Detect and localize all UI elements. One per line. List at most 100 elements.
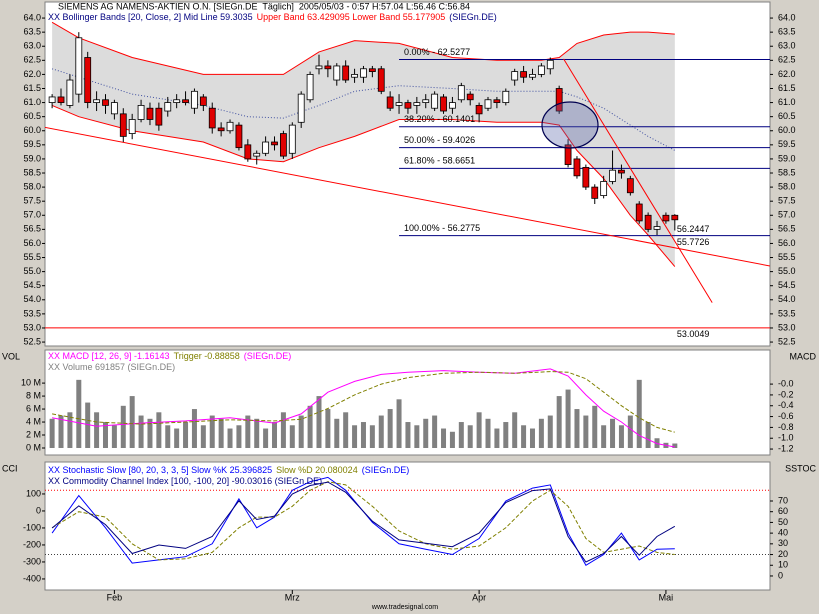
candle-body — [288, 124, 296, 154]
y-tick-label: -200 — [23, 539, 41, 549]
candle-body — [555, 88, 563, 112]
y2-tick-label: 57.5 — [778, 196, 796, 206]
volume-bar — [449, 431, 455, 448]
x-tick-label: Mai — [659, 592, 674, 602]
volume-bar — [538, 418, 544, 448]
candle-body — [84, 57, 92, 103]
candle-body — [546, 59, 554, 70]
volume-bar — [307, 405, 313, 448]
y-tick-label: 63.0 — [23, 41, 41, 51]
volume-bar — [458, 422, 464, 448]
y-tick-label: 100 — [26, 488, 41, 498]
y2-tick-label: 10 — [778, 560, 788, 570]
y2-tick-label: 70 — [778, 495, 788, 505]
candle-body — [600, 181, 608, 196]
volume-bar — [556, 396, 562, 448]
volume-bar — [272, 422, 278, 448]
footer: www.tradesignal.com — [371, 604, 438, 611]
volume-bar — [334, 418, 340, 448]
candle-body — [404, 102, 412, 109]
volume-bar — [601, 425, 607, 448]
volume-bar — [343, 412, 349, 448]
volume-bar — [156, 412, 162, 448]
candle-body — [591, 186, 599, 199]
candle-body — [57, 96, 65, 103]
candle-body — [564, 144, 572, 165]
volume-bar — [102, 422, 108, 448]
y-tick-label: 61.5 — [23, 83, 41, 93]
volume-bar — [49, 418, 55, 448]
volume-bar — [352, 425, 358, 448]
candle-body — [413, 102, 421, 106]
y2-tick-label: 63.0 — [778, 41, 796, 51]
series-line — [51, 481, 676, 563]
y-tick-label: 10 M — [21, 377, 41, 387]
candle-body — [262, 141, 270, 154]
volume-bar — [494, 428, 500, 448]
volume-bar — [209, 415, 215, 448]
y2-tick-label: -0.8 — [778, 422, 794, 432]
legend-entry: XX Stochastic Slow [80, 20, 3, 3, 5] Slo… — [48, 465, 272, 475]
y-tick-label: 53.5 — [23, 308, 41, 318]
y-tick-label: 62.0 — [23, 69, 41, 79]
volume-bar — [165, 425, 171, 448]
volume-bar — [441, 428, 447, 448]
y-tick-label: 53.0 — [23, 322, 41, 332]
upper-band — [51, 21, 675, 75]
legend-entry: Trigger -0.88858 — [174, 351, 240, 361]
candle-body — [244, 144, 252, 160]
y-tick-label: 63.5 — [23, 27, 41, 37]
volume-bar — [485, 418, 491, 448]
volume-bar — [325, 409, 331, 448]
candle-body — [662, 214, 670, 222]
candle-body — [449, 102, 456, 109]
candle-body — [102, 99, 109, 106]
volume-bar — [129, 396, 135, 448]
y2-tick-label: 60.0 — [778, 125, 796, 135]
candle-body — [191, 90, 198, 109]
candle-body — [609, 169, 616, 182]
lower-band — [51, 104, 676, 267]
volume-bar — [138, 415, 144, 448]
volume-bar — [636, 379, 642, 448]
volume-bar — [120, 405, 126, 448]
volume-bar — [200, 425, 206, 448]
volume-bar — [503, 422, 509, 448]
y2-tick-label: 54.5 — [778, 280, 796, 290]
x-tick-label: Mrz — [285, 592, 300, 602]
candle-body — [280, 133, 287, 157]
y-tick-label: 54.0 — [23, 294, 41, 304]
legend-entry: (SIEGn.DE) — [449, 12, 497, 22]
volume-bar — [360, 422, 366, 448]
y-tick-label: -100 — [23, 522, 41, 532]
volume-bar — [547, 415, 553, 448]
volume-bar — [111, 425, 117, 448]
legend-line: XX Bollinger Bands [20, Close, 2] Mid Li… — [48, 12, 497, 22]
candle-body — [431, 93, 439, 109]
y2-tick-label: 40 — [778, 527, 788, 537]
candle-body — [440, 96, 447, 112]
y-tick-label: 55.0 — [23, 266, 41, 276]
candle-body — [182, 99, 189, 103]
volume-bar — [583, 415, 589, 448]
candle-body — [164, 102, 172, 112]
y-tick-label: 60.5 — [23, 111, 41, 121]
volume-bar — [227, 428, 233, 448]
series-line — [51, 476, 675, 566]
candle-body — [128, 119, 136, 134]
legend-entry: (SIEGn.DE) — [244, 351, 292, 361]
candle-body — [217, 127, 225, 132]
y2-tick-label: -0.2 — [778, 389, 794, 399]
y2-tick-label: 58.5 — [778, 167, 796, 177]
price-plot: 0.00% - 62.5277 38.20% - 60.1401 50.00% - … — [45, 21, 770, 339]
legend-entry: Upper Band 63.429095 Lower Band 55.17790… — [257, 12, 446, 22]
y-tick-label: -300 — [23, 556, 41, 566]
annotation-ellipse — [541, 101, 599, 149]
legend-entry: Slow %D 20.080024 — [276, 465, 358, 475]
candle-body — [377, 68, 385, 92]
y2-tick-label: 60.5 — [778, 111, 796, 121]
volume-bar — [76, 379, 82, 448]
volume-bar — [191, 409, 197, 448]
y2-tick-label: 60 — [778, 506, 788, 516]
